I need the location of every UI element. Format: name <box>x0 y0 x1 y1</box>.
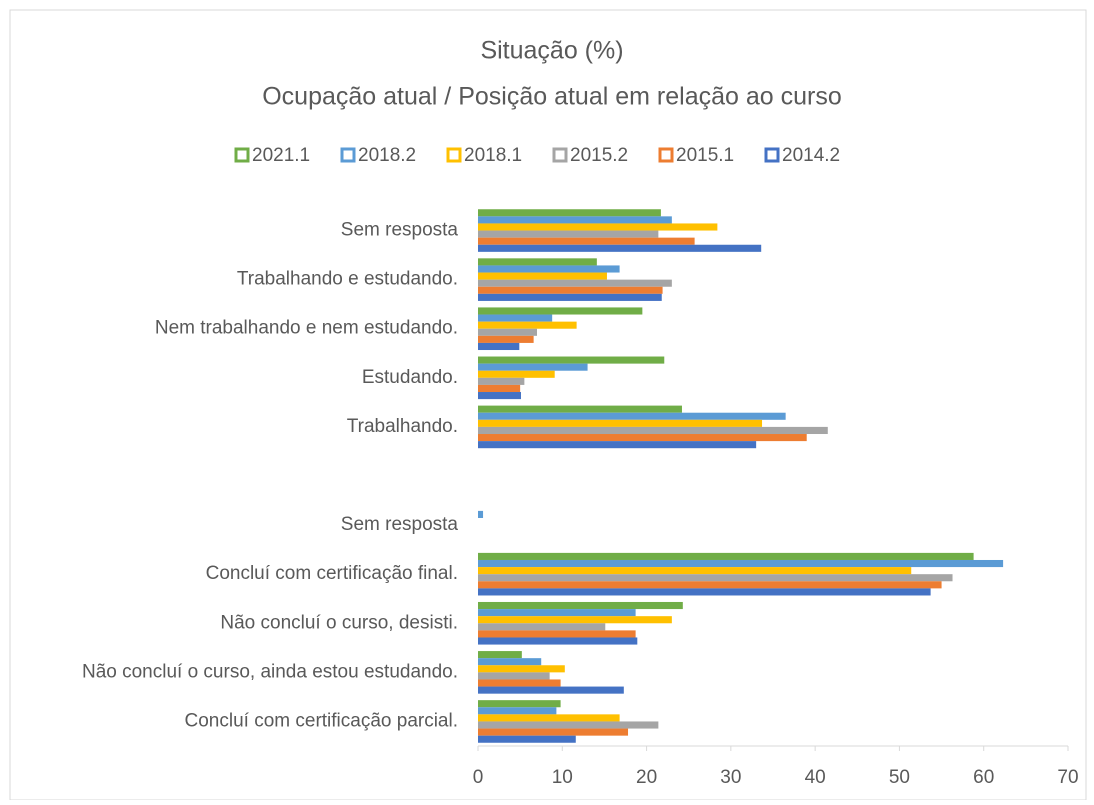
bar <box>478 392 521 400</box>
bar <box>478 552 974 560</box>
bar <box>478 230 659 238</box>
bar <box>478 728 629 736</box>
y-tick-label: Não concluí o curso, ainda estou estudan… <box>82 661 458 682</box>
bar <box>478 714 620 722</box>
legend-label: 2018.1 <box>464 145 522 166</box>
bar <box>478 237 695 245</box>
bar <box>478 567 912 575</box>
bar <box>478 434 807 442</box>
x-tick-label: 0 <box>473 767 484 788</box>
bar <box>478 314 553 322</box>
x-tick-label: 60 <box>973 767 994 788</box>
bar <box>478 623 606 631</box>
bar <box>478 412 786 420</box>
bar <box>478 588 931 596</box>
bar <box>478 609 636 617</box>
legend-swatch <box>764 147 780 163</box>
x-tick-label: 20 <box>636 767 657 788</box>
y-tick-label: Sem resposta <box>341 514 459 535</box>
bar <box>478 223 718 231</box>
bar <box>478 384 521 393</box>
bar <box>478 370 555 378</box>
bar <box>478 377 525 385</box>
y-tick-label: Não concluí o curso, desisti. <box>220 612 458 633</box>
bar <box>478 293 662 301</box>
bar <box>478 630 636 638</box>
bar <box>478 426 828 435</box>
legend-label: 2014.2 <box>782 145 840 166</box>
bar <box>478 637 638 645</box>
legend-swatch <box>446 147 462 163</box>
bar <box>478 209 661 217</box>
y-tick-label: Concluí com certificação final. <box>206 563 458 584</box>
bar <box>478 258 597 266</box>
chart-title: Situação (%) <box>480 37 623 65</box>
x-tick-label: 30 <box>720 767 741 788</box>
legend-label: 2015.1 <box>676 145 734 166</box>
legend-swatch <box>340 147 356 163</box>
bar <box>478 559 1004 568</box>
bar <box>478 658 542 666</box>
bar <box>478 707 557 715</box>
bar <box>478 679 561 687</box>
bar <box>478 581 942 589</box>
bar <box>478 356 665 364</box>
bar <box>478 574 953 582</box>
chart-subtitle: Ocupação atual / Posição atual em relaçã… <box>262 83 842 111</box>
y-tick-label: Estudando. <box>362 367 458 388</box>
y-tick-label: Trabalhando e estudando. <box>237 269 458 290</box>
bar <box>478 244 762 252</box>
bar <box>478 510 484 518</box>
legend-label: 2021.1 <box>252 145 310 166</box>
bar <box>478 335 534 343</box>
bar <box>478 616 672 624</box>
bar <box>478 672 550 680</box>
bar <box>478 328 537 336</box>
x-tick-label: 70 <box>1057 767 1078 788</box>
bar <box>478 272 607 280</box>
legend-swatch <box>658 147 674 163</box>
bar <box>478 735 576 743</box>
x-tick-label: 40 <box>805 767 826 788</box>
y-tick-label: Sem resposta <box>341 220 459 241</box>
bar <box>478 342 520 351</box>
bar <box>478 216 672 224</box>
legend-swatch <box>552 147 568 163</box>
bar <box>478 419 763 427</box>
y-tick-label: Concluí com certificação parcial. <box>185 710 459 731</box>
bar <box>478 721 659 729</box>
legend-label: 2015.2 <box>570 145 628 166</box>
bar <box>478 686 624 694</box>
x-tick-label: 50 <box>889 767 910 788</box>
bar <box>478 321 577 329</box>
bar <box>478 279 672 287</box>
bar <box>478 441 757 449</box>
bar <box>478 601 683 610</box>
y-tick-label: Nem trabalhando e nem estudando. <box>155 318 458 339</box>
bar <box>478 405 682 413</box>
legend-label: 2018.2 <box>358 145 416 166</box>
y-tick-label: Trabalhando. <box>347 416 458 437</box>
bar <box>478 363 588 371</box>
bar <box>478 651 522 659</box>
bar <box>478 307 643 315</box>
bar <box>478 700 561 708</box>
bar <box>478 665 565 673</box>
bar <box>478 265 620 273</box>
x-tick-label: 10 <box>552 767 573 788</box>
bar <box>478 286 663 294</box>
legend-swatch <box>234 147 250 163</box>
